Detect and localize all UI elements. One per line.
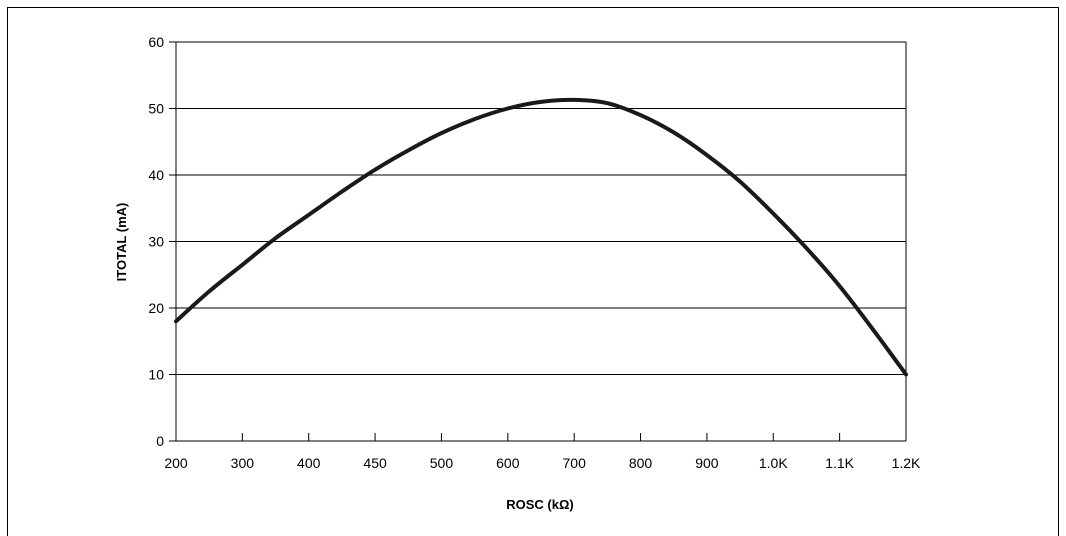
y-tick-label: 60 bbox=[148, 34, 164, 50]
y-tick-label: 10 bbox=[148, 367, 164, 383]
x-tick-label: 1.2K bbox=[892, 455, 921, 471]
x-tick-label: 1.1K bbox=[825, 455, 854, 471]
x-tick-label: 800 bbox=[629, 455, 653, 471]
x-tick-label: 700 bbox=[563, 455, 587, 471]
x-tick-label: 600 bbox=[496, 455, 520, 471]
y-tick-label: 20 bbox=[148, 300, 164, 316]
y-tick-label: 30 bbox=[148, 234, 164, 250]
x-tick-label: 900 bbox=[695, 455, 719, 471]
itotal-curve bbox=[174, 97, 908, 377]
x-tick-label: 450 bbox=[363, 455, 387, 471]
x-tick-label: 400 bbox=[297, 455, 321, 471]
chart-frame bbox=[7, 7, 1059, 536]
grid-lines bbox=[176, 41, 906, 375]
y-tick-label: 40 bbox=[148, 167, 164, 183]
x-tick-label: 500 bbox=[430, 455, 454, 471]
y-tick-label: 0 bbox=[156, 433, 164, 449]
y-tick-label: 50 bbox=[148, 101, 164, 117]
x-tick-label: 200 bbox=[164, 455, 188, 471]
axes bbox=[169, 41, 907, 442]
x-tick-label: 1.0K bbox=[759, 455, 788, 471]
tick-labels: 0 10 20 30 40 50 60 200 300 400 450 500 600 700 800 900… bbox=[148, 34, 921, 471]
y-axis-title: ITOTAL (mA) bbox=[114, 203, 129, 282]
x-axis-title: ROSC (kΩ) bbox=[506, 497, 573, 512]
x-tick-label: 300 bbox=[231, 455, 255, 471]
